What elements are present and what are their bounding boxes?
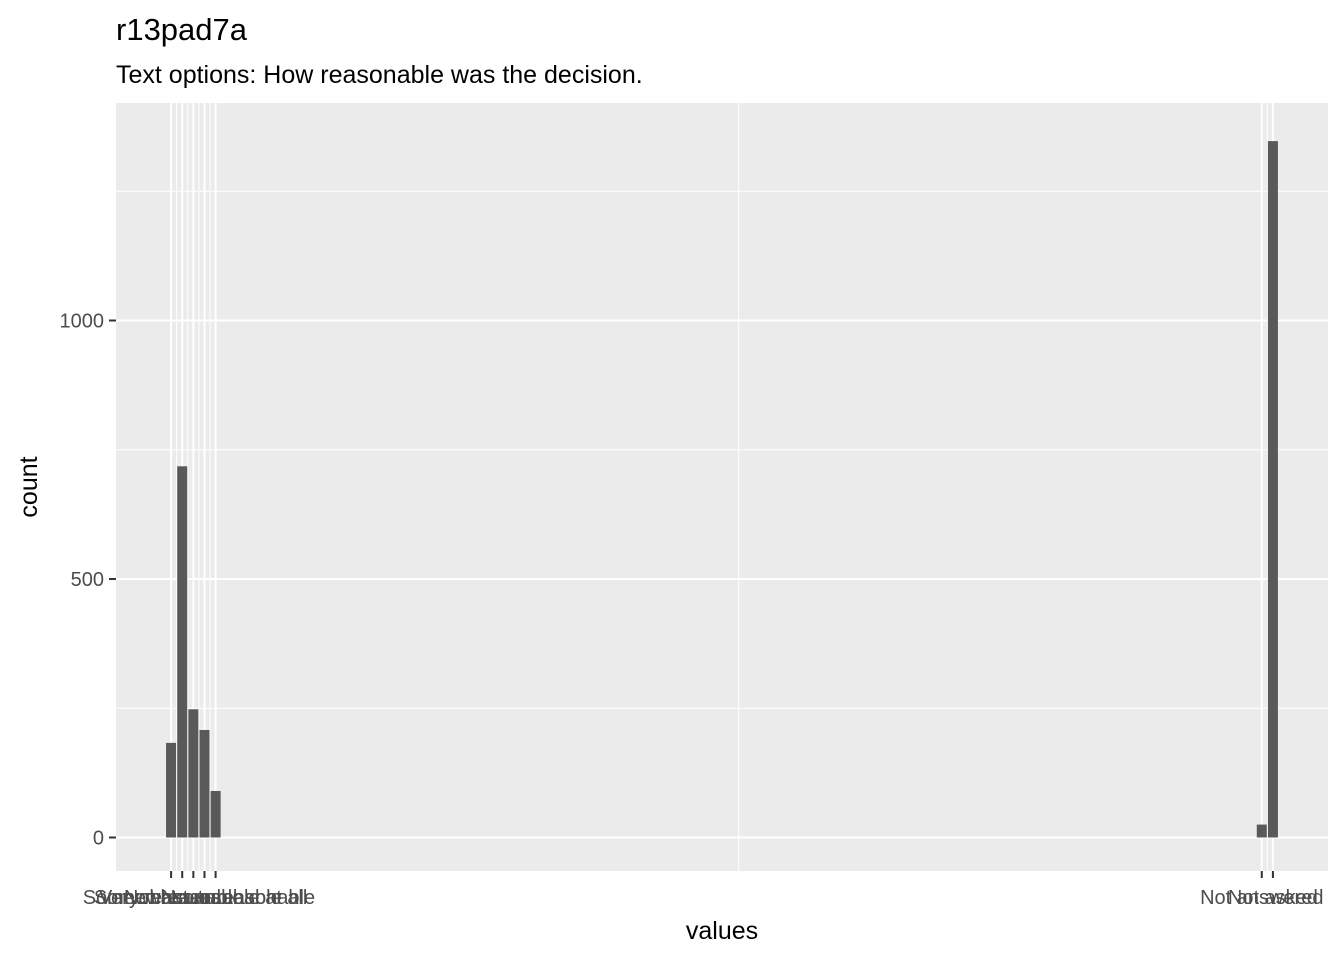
y-axis: 0 500 1000: [60, 311, 116, 850]
x-tick-label: Somewhat unreasonable: [94, 887, 315, 909]
x-tick-label: Not reasonable at all: [124, 887, 307, 909]
x-axis-title: values: [686, 917, 758, 945]
grid-minor: [116, 103, 1328, 871]
chart-title: r13pad7a: [116, 12, 248, 47]
x-tick-label: Not asked: [1228, 887, 1318, 909]
bar: [199, 729, 210, 838]
x-tick-label: Not answered: [1200, 887, 1323, 909]
y-tick-label: 1000: [60, 311, 105, 333]
x-tick-label: Very reasonable: [99, 887, 244, 909]
y-tick-label: 0: [93, 828, 104, 850]
x-tick-label: Somewhat reasonable: [83, 887, 282, 909]
bar: [177, 466, 188, 838]
plot-panel: [116, 103, 1328, 871]
bar: [166, 742, 177, 838]
bar: [188, 709, 199, 838]
y-tick-label: 500: [71, 569, 104, 591]
y-axis-title: count: [15, 456, 43, 517]
chart-subtitle: Text options: How reasonable was the dec…: [116, 61, 643, 89]
bars: [166, 141, 1278, 838]
bar: [210, 790, 221, 838]
bar: [1256, 824, 1267, 838]
x-tick-label: Neutral: [161, 887, 225, 909]
bar: [1267, 141, 1278, 838]
